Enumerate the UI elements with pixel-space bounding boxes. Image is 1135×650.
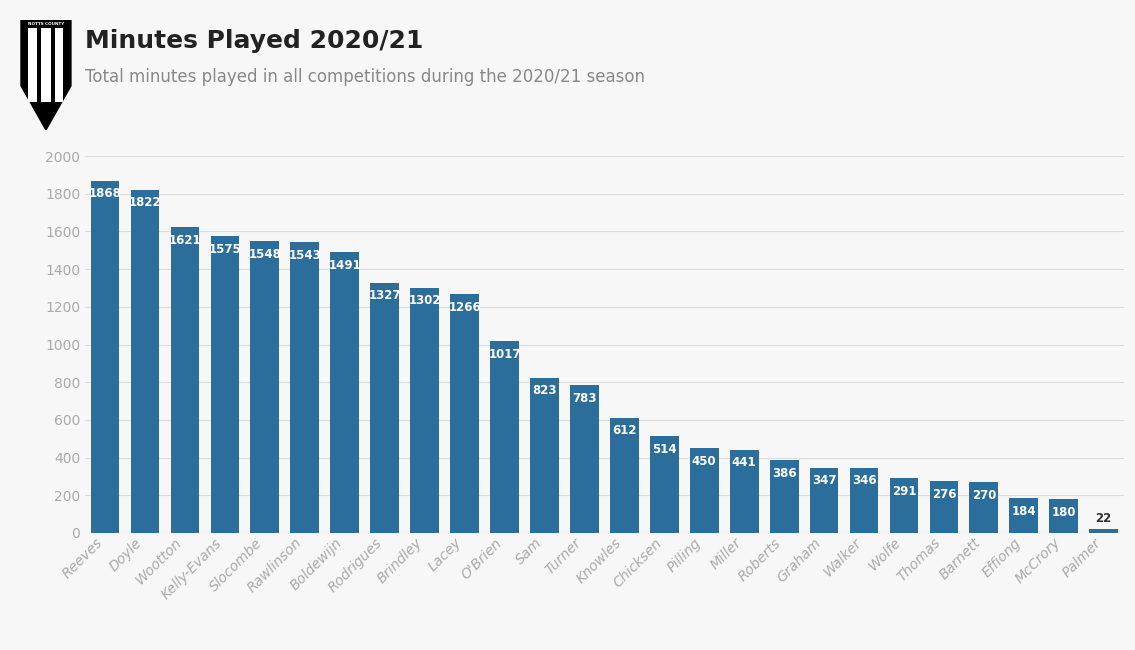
Bar	[770, 460, 799, 533]
Bar	[330, 252, 359, 533]
Text: 1266: 1266	[448, 301, 481, 314]
Text: 1543: 1543	[288, 249, 321, 262]
Text: NOTTS COUNTY: NOTTS COUNTY	[28, 21, 64, 26]
Text: 276: 276	[932, 488, 956, 500]
Bar	[1050, 499, 1078, 533]
Bar	[570, 385, 599, 533]
Text: 1327: 1327	[369, 289, 401, 302]
Text: 184: 184	[1011, 505, 1036, 518]
Bar	[969, 482, 998, 533]
Text: 514: 514	[651, 443, 676, 456]
Text: 612: 612	[612, 424, 637, 437]
Bar	[609, 418, 639, 533]
Polygon shape	[22, 20, 72, 130]
Text: 1491: 1491	[328, 259, 361, 272]
Bar	[850, 468, 878, 533]
Bar	[91, 181, 119, 533]
Text: 783: 783	[572, 392, 597, 405]
Polygon shape	[41, 29, 51, 102]
Bar	[890, 478, 918, 533]
Bar	[211, 236, 239, 533]
Text: 180: 180	[1051, 506, 1076, 519]
Text: 1822: 1822	[128, 196, 161, 209]
Bar	[650, 436, 679, 533]
Text: Minutes Played 2020/21: Minutes Played 2020/21	[85, 29, 423, 53]
Text: 1017: 1017	[488, 348, 521, 361]
Bar	[370, 283, 400, 533]
Bar	[730, 450, 758, 533]
Bar	[1090, 529, 1118, 533]
Bar	[131, 190, 159, 533]
Text: 347: 347	[812, 474, 836, 488]
Bar	[1009, 499, 1039, 533]
Text: 823: 823	[532, 384, 557, 397]
Text: 450: 450	[692, 455, 716, 468]
Text: 386: 386	[772, 467, 797, 480]
Bar	[410, 287, 439, 533]
Bar	[170, 227, 200, 533]
Bar	[251, 241, 279, 533]
Bar	[809, 467, 839, 533]
Bar	[530, 378, 558, 533]
Text: 1868: 1868	[89, 187, 121, 200]
Text: 22: 22	[1095, 512, 1112, 525]
Bar	[291, 242, 319, 533]
Text: 1302: 1302	[409, 294, 440, 307]
Polygon shape	[28, 29, 36, 102]
Text: Total minutes played in all competitions during the 2020/21 season: Total minutes played in all competitions…	[85, 68, 645, 86]
Text: 270: 270	[972, 489, 997, 502]
Text: 1548: 1548	[249, 248, 281, 261]
Text: 441: 441	[732, 456, 757, 469]
Bar	[930, 481, 958, 533]
Bar	[451, 294, 479, 533]
Text: 291: 291	[892, 485, 916, 498]
Text: 1575: 1575	[209, 242, 242, 255]
Bar	[690, 448, 718, 533]
Text: 346: 346	[851, 474, 876, 488]
Text: 1621: 1621	[169, 234, 201, 247]
Bar	[490, 341, 519, 533]
Polygon shape	[56, 29, 64, 102]
